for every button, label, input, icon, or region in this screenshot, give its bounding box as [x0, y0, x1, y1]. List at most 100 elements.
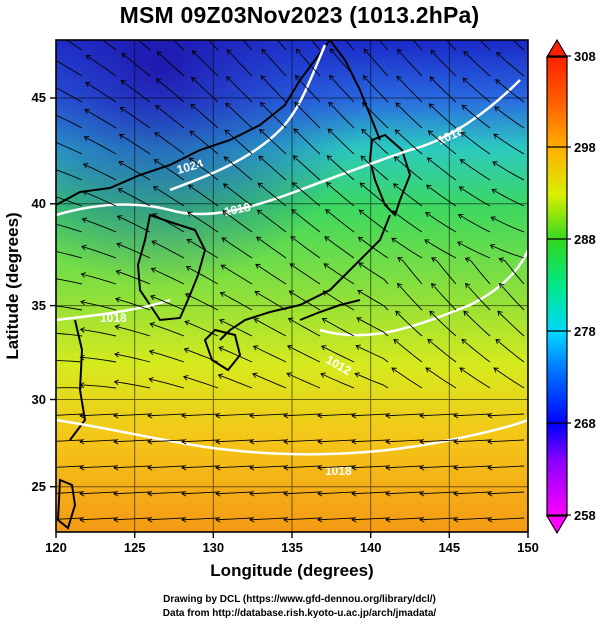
- streamline-arrow: [82, 190, 88, 196]
- streamline-arrow: [46, 303, 50, 308]
- streamline: [156, 51, 185, 77]
- streamline: [80, 384, 117, 389]
- streamline-arrow: [187, 211, 193, 217]
- streamline: [445, 40, 457, 51]
- streamline: [492, 161, 525, 181]
- streamline: [289, 290, 321, 311]
- streamline-arrow: [215, 412, 221, 419]
- streamline: [289, 263, 321, 285]
- streamline-arrow: [283, 412, 289, 419]
- streamline-arrow: [253, 318, 260, 324]
- colorbar-tick-label: 288: [574, 232, 596, 247]
- streamline: [385, 439, 423, 443]
- streamline-arrow: [328, 101, 334, 107]
- streamline-arrow: [185, 265, 192, 271]
- streamline: [461, 104, 491, 129]
- streamline: [85, 82, 117, 103]
- streamline-arrow: [156, 51, 162, 57]
- streamline-arrow: [396, 75, 402, 81]
- streamline: [254, 291, 287, 311]
- streamline-arrow: [356, 317, 362, 323]
- streamline-arrow: [385, 438, 391, 445]
- streamline-arrow: [79, 412, 85, 419]
- streamline-arrow: [215, 516, 221, 523]
- colorbar-tick-label: 258: [574, 508, 596, 523]
- streamline-arrow: [152, 213, 158, 219]
- streamline: [56, 278, 83, 285]
- streamline: [322, 318, 355, 337]
- streamline: [326, 182, 355, 207]
- y-tick-label: 25: [32, 479, 46, 494]
- streamline-arrow: [426, 184, 432, 190]
- streamline-arrow: [158, 25, 163, 30]
- streamline-arrow: [147, 516, 153, 523]
- streamline-arrow: [360, 155, 366, 161]
- streamline: [293, 128, 321, 155]
- streamline: [80, 328, 117, 337]
- streamline-arrow: [84, 109, 90, 115]
- streamline: [83, 163, 117, 181]
- streamline: [419, 491, 457, 495]
- streamline: [147, 413, 185, 417]
- streamline: [260, 75, 287, 103]
- x-axis: [55, 532, 529, 538]
- streamline-arrow: [190, 103, 196, 109]
- streamline: [487, 517, 525, 521]
- streamline-arrow: [487, 464, 493, 471]
- streamline: [249, 491, 287, 495]
- streamline-arrow: [184, 320, 190, 326]
- streamline: [428, 103, 457, 129]
- y-tick-label: 40: [32, 196, 46, 211]
- streamline: [287, 345, 321, 363]
- streamline-arrow: [327, 128, 333, 134]
- streamline-arrow: [151, 240, 157, 246]
- streamline-arrow: [79, 354, 85, 361]
- streamline-arrow: [351, 438, 357, 445]
- streamline-arrow: [283, 464, 289, 471]
- streamline-arrow: [255, 263, 261, 269]
- streamline-arrow: [453, 464, 459, 471]
- streamline: [80, 356, 117, 363]
- streamline-arrow: [115, 269, 122, 276]
- streamline-arrow: [297, 22, 301, 27]
- streamline: [86, 55, 117, 77]
- streamline: [317, 517, 355, 521]
- streamline: [320, 373, 355, 389]
- streamline: [186, 266, 219, 285]
- streamline: [363, 48, 389, 77]
- streamline: [360, 155, 389, 181]
- streamline: [79, 439, 117, 443]
- streamline: [113, 439, 151, 443]
- streamline-arrow: [50, 85, 55, 90]
- streamline: [295, 48, 321, 77]
- streamline-arrow: [453, 490, 459, 497]
- colorbar-tick-label: 278: [574, 324, 596, 339]
- streamline: [181, 465, 219, 469]
- streamline: [81, 273, 117, 285]
- streamline: [496, 52, 525, 77]
- streamline: [215, 517, 253, 521]
- streamline: [495, 339, 525, 363]
- streamline: [84, 109, 117, 129]
- streamline: [260, 102, 287, 129]
- streamline-arrow: [429, 76, 435, 82]
- streamline: [259, 129, 287, 155]
- streamline-arrow: [181, 438, 187, 445]
- streamline-arrow: [431, 282, 437, 289]
- streamline-arrow: [223, 156, 230, 162]
- streamline-arrow: [331, 22, 335, 27]
- streamline: [431, 283, 457, 311]
- streamline: [147, 517, 185, 521]
- streamline: [317, 491, 355, 495]
- streamline-arrow: [155, 105, 161, 111]
- streamline-arrow: [47, 275, 51, 280]
- streamline-arrow: [292, 155, 299, 161]
- streamline-arrow: [426, 157, 433, 163]
- streamline-arrow: [113, 412, 119, 419]
- streamline-arrow: [392, 183, 399, 189]
- streamline-arrow: [85, 55, 92, 60]
- streamline: [463, 50, 491, 77]
- streamline-arrow: [351, 412, 357, 419]
- streamline: [224, 129, 253, 155]
- colorbar: [545, 38, 571, 535]
